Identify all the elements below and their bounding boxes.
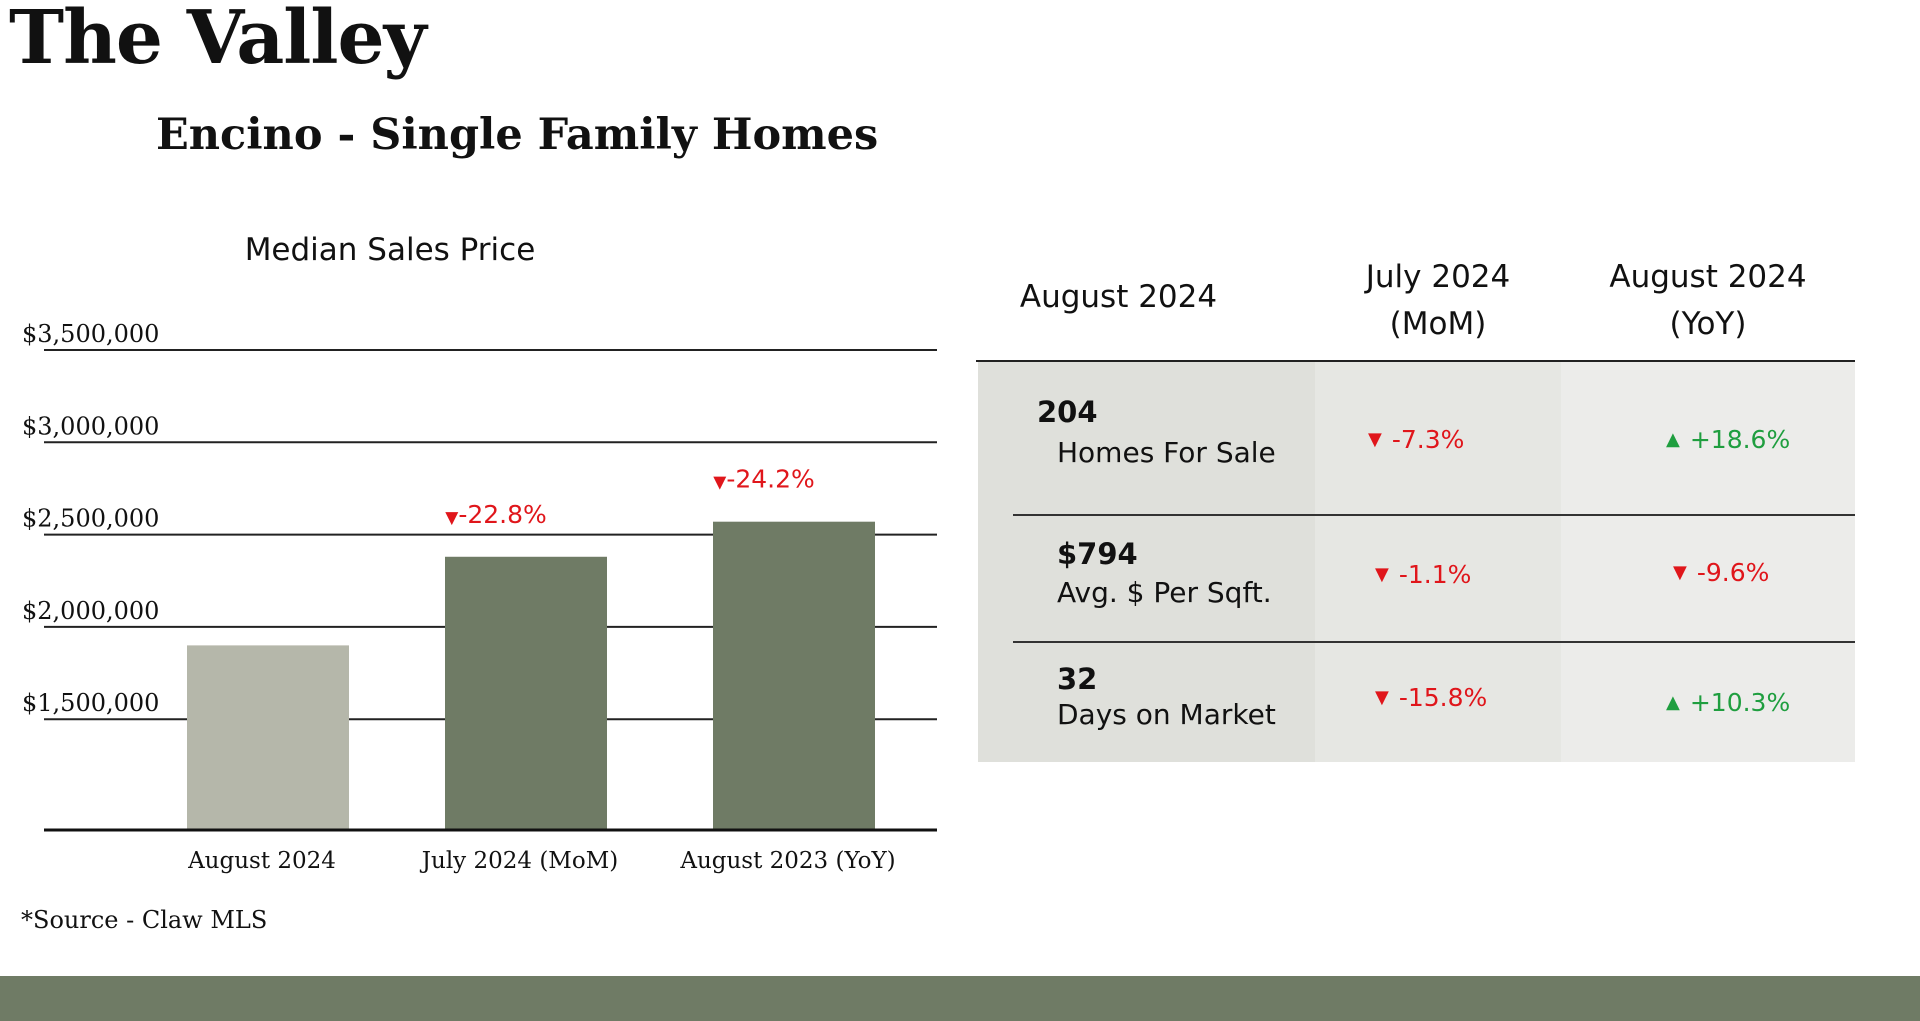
x-tick-label: August 2023 (YoY) xyxy=(679,848,895,874)
arrow-up-icon: ▲ xyxy=(1666,691,1680,713)
bar xyxy=(187,645,349,830)
avg-per-sqft-label: Avg. $ Per Sqft. xyxy=(1057,576,1272,609)
change-text: -7.3% xyxy=(1391,425,1465,454)
avg-per-sqft-yoy: ▼ -9.6% xyxy=(1673,558,1769,587)
homes-for-sale-label: Homes For Sale xyxy=(1057,436,1276,469)
x-tick-label: July 2024 (MoM) xyxy=(420,848,618,874)
column-bg-yoy xyxy=(1561,362,1855,762)
footer-band xyxy=(0,976,1920,1021)
homes-for-sale-yoy: ▲ +18.6% xyxy=(1666,425,1790,454)
chart-title-wrap: Median Sales Price xyxy=(0,232,780,268)
header-current: August 2024 xyxy=(1019,279,1218,315)
avg-per-sqft-mom: ▼ -1.1% xyxy=(1375,560,1471,589)
change-text: -15.8% xyxy=(1398,683,1488,712)
header-divider xyxy=(976,360,1855,362)
data-label: ▼-24.2% xyxy=(713,465,815,494)
chart-title: Median Sales Price xyxy=(244,232,536,268)
arrow-down-icon: ▼ xyxy=(1368,428,1382,450)
arrow-up-icon: ▲ xyxy=(1666,428,1680,450)
arrow-down-icon: ▼ xyxy=(445,508,459,528)
bar xyxy=(445,556,607,830)
arrow-down-icon: ▼ xyxy=(1673,561,1687,583)
change-text: +18.6% xyxy=(1689,425,1791,454)
page-title: The Valley xyxy=(9,0,427,81)
y-tick-label: $1,500,000 xyxy=(22,689,159,717)
y-tick-label: $3,000,000 xyxy=(22,412,159,440)
row-divider xyxy=(1013,514,1855,516)
median-sales-price-chart: $1,500,000 $2,000,000 $2,500,000 $3,000,000… xyxy=(22,320,937,874)
column-bg-mom xyxy=(1315,362,1561,762)
data-label: ▼-22.8% xyxy=(445,500,547,529)
change-text: -9.6% xyxy=(1696,558,1770,587)
data-label-text: -22.8% xyxy=(458,500,546,529)
change-text: -1.1% xyxy=(1398,560,1472,589)
source-note: *Source - Claw MLS xyxy=(21,906,268,934)
y-tick-label: $2,500,000 xyxy=(22,505,159,533)
days-on-market-yoy: ▲ +10.3% xyxy=(1666,688,1790,717)
arrow-down-icon: ▼ xyxy=(1375,686,1389,708)
header-mom: July 2024 (MoM) xyxy=(1365,259,1511,342)
y-tick-label: $2,000,000 xyxy=(22,597,159,625)
days-on-market-value: 32 xyxy=(1057,662,1098,696)
y-tick-label: $3,500,000 xyxy=(22,320,159,348)
days-on-market-label: Days on Market xyxy=(1057,698,1276,731)
x-tick-label: August 2024 xyxy=(187,848,336,874)
bar xyxy=(713,521,875,830)
homes-for-sale-value: 204 xyxy=(1037,395,1098,429)
homes-for-sale-mom: ▼ -7.3% xyxy=(1368,425,1464,454)
change-text: +10.3% xyxy=(1689,688,1791,717)
column-bg-current xyxy=(978,362,1315,762)
arrow-down-icon: ▼ xyxy=(1375,563,1389,585)
days-on-market-mom: ▼ -15.8% xyxy=(1375,683,1487,712)
data-label-text: -24.2% xyxy=(726,465,814,494)
avg-per-sqft-value: $794 xyxy=(1057,537,1138,571)
header-yoy: August 2024 (YoY) xyxy=(1609,259,1807,342)
page-subtitle: Encino - Single Family Homes xyxy=(156,110,879,160)
arrow-down-icon: ▼ xyxy=(713,473,727,493)
row-divider xyxy=(1013,641,1855,643)
